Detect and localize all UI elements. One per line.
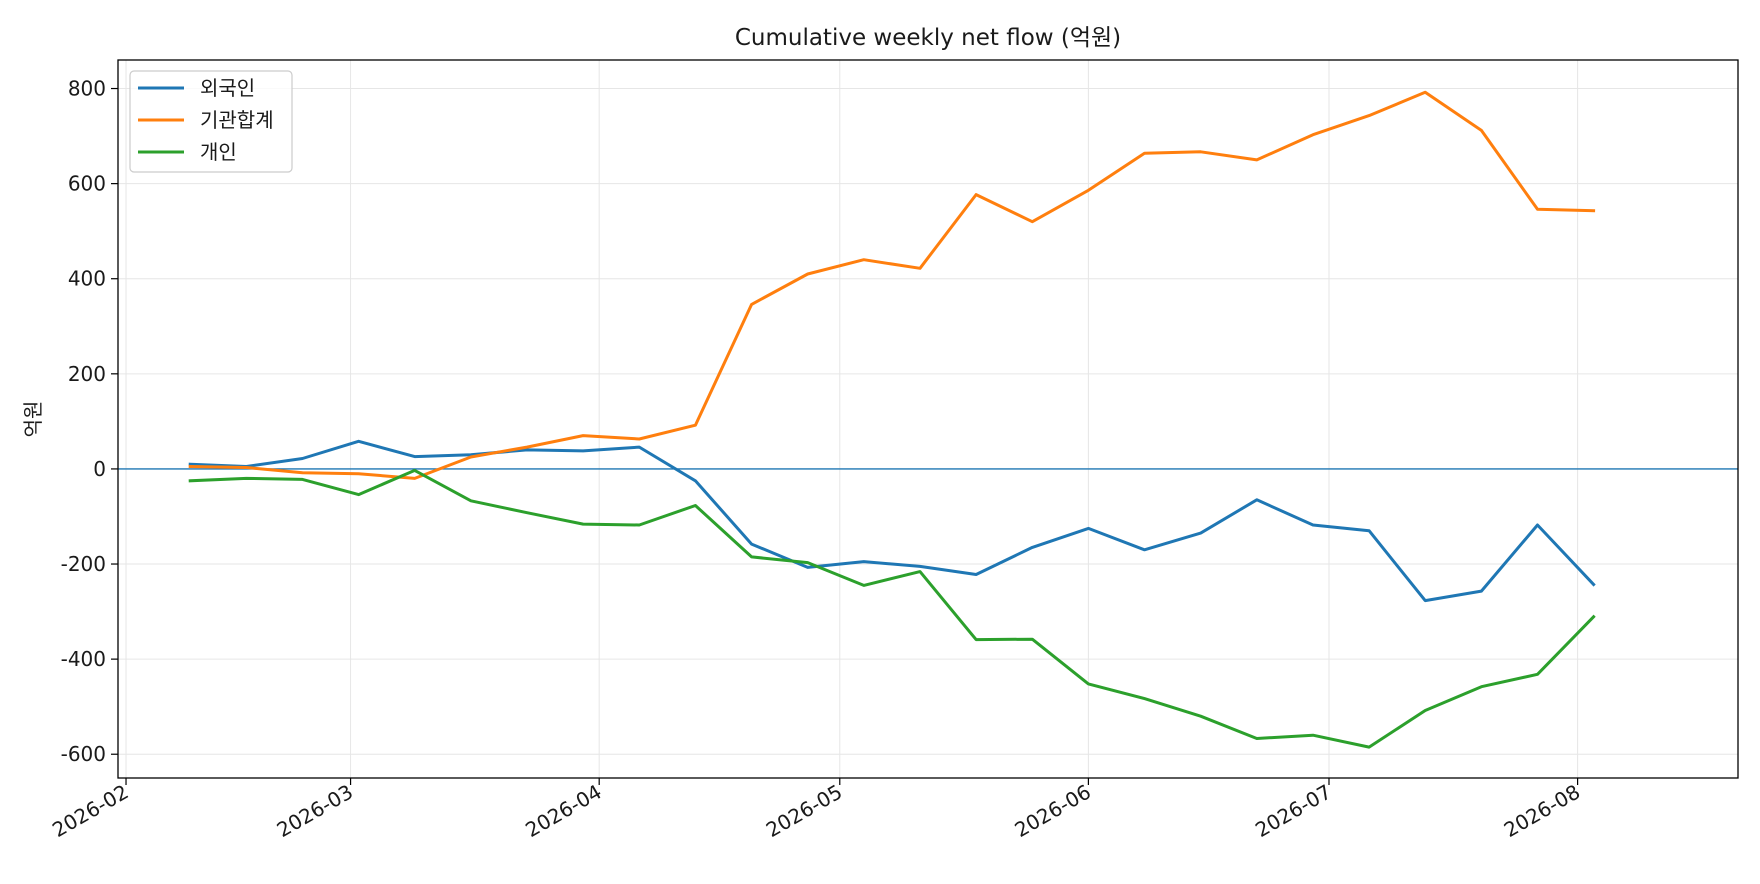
legend-box: [129, 70, 293, 173]
chart-title: Cumulative weekly net flow (억원): [735, 25, 1121, 51]
plot-area-frame: [117, 59, 1739, 779]
legend-label: 외국인: [200, 76, 255, 100]
y-axis-ticks: 800 600 400 200 0 -200 -400 -600: [61, 77, 118, 766]
series-line: [188, 468, 1596, 749]
y-tick-label: -400: [61, 647, 106, 671]
y-tick-label: 800: [68, 77, 106, 101]
y-tick-label: -600: [61, 742, 106, 766]
series-line: [188, 439, 1596, 603]
legend-label: 개인: [200, 140, 237, 164]
y-tick-label: 200: [68, 362, 106, 386]
y-tick-label: 400: [68, 267, 106, 291]
series-lines: [188, 90, 1596, 749]
y-tick-label: 600: [68, 172, 106, 196]
y-axis-label: 억원: [21, 401, 45, 438]
y-tick-label: 0: [93, 457, 106, 481]
legend-label: 기관합계: [200, 108, 274, 132]
grid: [118, 60, 1738, 778]
y-tick-label: -200: [61, 552, 106, 576]
